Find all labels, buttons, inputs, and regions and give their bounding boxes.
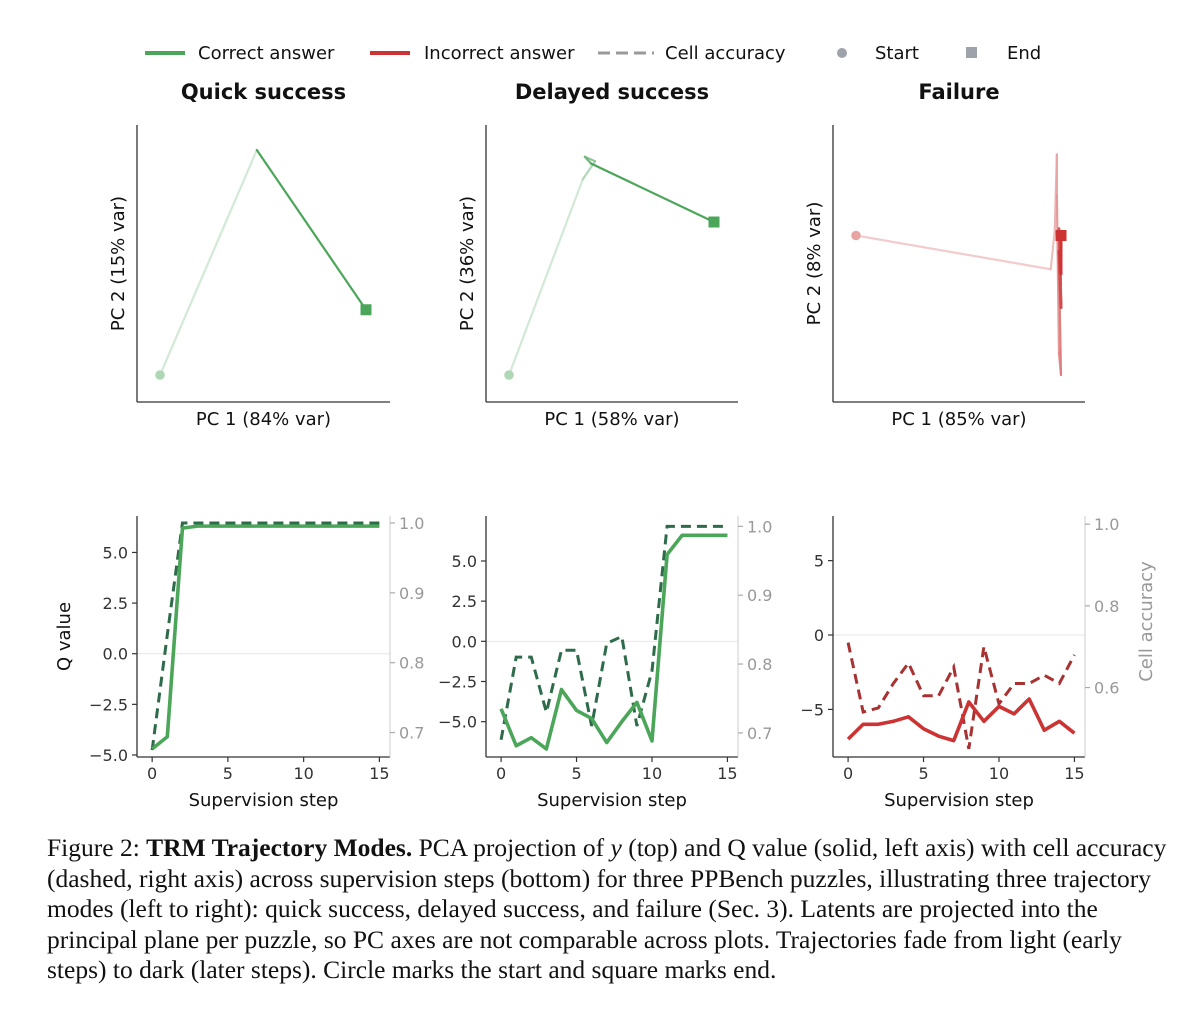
legend-item-start: Start <box>837 43 919 64</box>
x-tick-label: 0 <box>496 764 506 783</box>
pca-panel-1: Quick success PC 1 (84% var) PC 2 (15% var… <box>108 80 390 430</box>
legend-label: End <box>1007 43 1041 64</box>
y-tick-label: 5.0 <box>452 552 477 571</box>
legend-item-correct-answer: Correct answer <box>145 43 335 64</box>
legend-item-cell-accuracy: Cell accuracy <box>598 43 786 64</box>
y-tick-label: 0.0 <box>103 645 128 664</box>
figure-caption: Figure 2: TRM Trajectory Modes. PCA proj… <box>47 833 1167 986</box>
caption-title: TRM Trajectory Modes. <box>146 833 413 862</box>
y-axis-label: Q value <box>54 602 75 671</box>
y2-tick-label: 0.9 <box>747 586 772 605</box>
x-axis-label: Supervision step <box>189 790 339 811</box>
legend-item-incorrect-answer: Incorrect answer <box>370 43 575 64</box>
legend: Correct answer Incorrect answer Cell accur… <box>145 43 1041 64</box>
x-tick-label: 15 <box>717 764 737 783</box>
q-panel-3: 0 5 10 15 −5 0 5 0.6 0.8 1.0 Supervision step Cell … <box>800 515 1157 811</box>
trajectory-segment <box>507 178 584 377</box>
start-marker <box>155 370 165 380</box>
y2-axis-label: Cell accuracy <box>1136 561 1157 682</box>
x-axis-label: PC 1 (84% var) <box>196 409 331 430</box>
trajectory-segment <box>1055 193 1061 354</box>
legend-square-marker <box>966 47 977 58</box>
panel-title: Failure <box>918 80 999 104</box>
start-marker <box>504 370 514 380</box>
trajectory-segment <box>158 148 258 377</box>
legend-label: Cell accuracy <box>665 43 786 64</box>
y-tick-label: 0.0 <box>452 632 477 651</box>
cell-accuracy-line <box>846 642 1076 750</box>
q-value-line <box>499 533 728 751</box>
legend-item-end: End <box>966 43 1041 64</box>
y2-tick-label: 0.7 <box>747 724 772 743</box>
end-marker <box>360 304 372 316</box>
q-value-panels: 0 5 10 15 −5.0 −2.5 0.0 2.5 5.0 0.7 0.8 0.9 1.0 Super… <box>54 514 1157 811</box>
caption-text-1: PCA projection of <box>412 833 611 862</box>
legend-circle-marker <box>837 48 847 58</box>
y2-tick-label: 1.0 <box>747 517 772 536</box>
x-tick-label: 10 <box>293 764 313 783</box>
legend-label: Incorrect answer <box>424 43 575 64</box>
panel-title: Quick success <box>181 80 346 104</box>
x-tick-label: 0 <box>843 764 853 783</box>
panel-title: Delayed success <box>515 80 709 104</box>
x-axis-label: Supervision step <box>537 790 687 811</box>
x-tick-label: 5 <box>918 764 928 783</box>
y2-tick-label: 0.8 <box>1094 597 1119 616</box>
caption-variable: y <box>610 833 622 862</box>
x-tick-label: 0 <box>147 764 157 783</box>
x-tick-label: 10 <box>989 764 1009 783</box>
x-tick-label: 15 <box>1064 764 1084 783</box>
q-panel-2: 0 5 10 15 −5.0 −2.5 0.0 2.5 5.0 0.7 0.8 0.9 1.0 Super… <box>438 516 772 811</box>
trajectory-segment <box>1049 227 1056 271</box>
y-tick-label: −2.5 <box>438 672 477 691</box>
cell-accuracy-line <box>150 521 380 751</box>
x-tick-label: 15 <box>369 764 389 783</box>
y-axis-label: PC 2 (8% var) <box>804 202 825 326</box>
pca-panel-3: Failure PC 1 (85% var) PC 2 (8% var) <box>804 80 1085 430</box>
y-axis-label: PC 2 (15% var) <box>108 196 129 331</box>
caption-prefix: Figure 2: <box>47 833 147 862</box>
y-tick-label: 2.5 <box>452 592 477 611</box>
cell-accuracy-line <box>499 524 728 741</box>
trajectory-segment <box>854 234 1052 271</box>
start-marker <box>851 230 861 241</box>
legend-label: Start <box>875 43 919 64</box>
y2-tick-label: 0.6 <box>1094 679 1119 698</box>
y-tick-label: −5.0 <box>438 713 477 732</box>
x-tick-label: 5 <box>571 764 581 783</box>
caption-text-2: (top) and Q value (solid, left axis) wit… <box>47 833 1167 984</box>
q-value-line <box>151 524 380 751</box>
y-tick-label: −5.0 <box>89 746 128 765</box>
y-tick-label: 5 <box>814 552 824 571</box>
pca-panels: Quick success PC 1 (84% var) PC 2 (15% var… <box>108 80 1085 430</box>
x-tick-label: 5 <box>223 764 233 783</box>
y2-tick-label: 1.0 <box>399 514 424 533</box>
x-tick-label: 10 <box>642 764 662 783</box>
y-tick-label: 5.0 <box>103 543 128 562</box>
y2-tick-label: 1.0 <box>1094 515 1119 534</box>
x-axis-label: PC 1 (85% var) <box>891 409 1026 430</box>
q-value-line <box>846 697 1076 743</box>
trajectory-segment <box>255 148 368 311</box>
y2-tick-label: 0.9 <box>399 584 424 603</box>
y2-tick-label: 0.8 <box>747 655 772 674</box>
trajectory-segment <box>583 155 593 165</box>
y2-tick-label: 0.7 <box>399 724 424 743</box>
legend-label: Correct answer <box>198 43 335 64</box>
y-tick-label: −2.5 <box>89 695 128 714</box>
y-tick-label: 2.5 <box>103 594 128 613</box>
end-marker <box>1055 230 1067 241</box>
trajectory-segment <box>589 162 716 224</box>
x-axis-label: Supervision step <box>884 790 1034 811</box>
y-tick-label: 0 <box>814 626 824 645</box>
q-panel-1: 0 5 10 15 −5.0 −2.5 0.0 2.5 5.0 0.7 0.8 0.9 1.0 Super… <box>54 514 424 811</box>
pca-panel-2: Delayed success PC 1 (58% var) PC 2 (36% v… <box>457 80 738 430</box>
y-axis-label: PC 2 (36% var) <box>457 196 478 331</box>
y-tick-label: −5 <box>800 700 824 719</box>
x-axis-label: PC 1 (58% var) <box>544 409 679 430</box>
end-marker <box>708 216 720 228</box>
y2-tick-label: 0.8 <box>399 654 424 673</box>
